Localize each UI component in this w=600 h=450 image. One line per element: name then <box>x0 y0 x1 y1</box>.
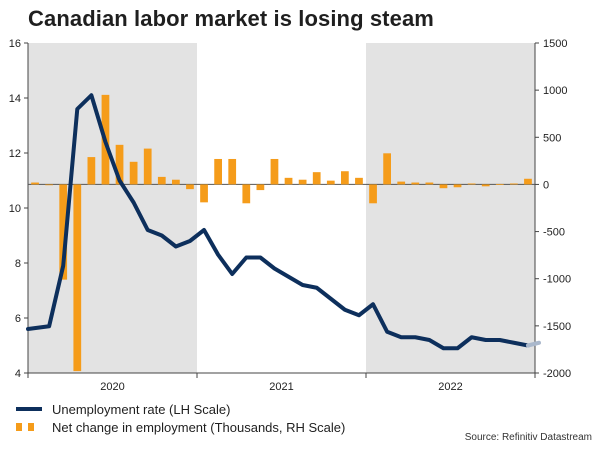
legend-label-employment: Net change in employment (Thousands, RH … <box>52 419 346 435</box>
shade-2022 <box>366 43 535 373</box>
employment-bar <box>115 144 124 185</box>
left-tick-label: 6 <box>15 313 21 325</box>
right-tick-label: 1500 <box>543 38 567 50</box>
shaded-periods <box>28 43 535 373</box>
left-tick-label: 8 <box>15 258 21 270</box>
right-tick-label: -2000 <box>543 368 571 380</box>
legend-item-unemployment: Unemployment rate (LH Scale) <box>16 400 345 418</box>
left-tick-label: 12 <box>9 148 21 160</box>
chart-title: Canadian labor market is losing steam <box>28 6 434 31</box>
unemployment-line <box>26 93 541 351</box>
employment-bar <box>510 183 518 185</box>
left-tick-label: 4 <box>15 368 21 380</box>
employment-bar <box>87 157 96 185</box>
employment-bars <box>31 94 532 372</box>
left-tick-label: 10 <box>9 203 21 215</box>
tick-labels: 4 6 8 10 12 14 16 -2000 -1500 -1000 -500 0 500 1000 15… <box>9 38 571 393</box>
employment-bar <box>129 161 138 185</box>
x-tick-label-2022: 2022 <box>438 381 462 393</box>
employment-bar <box>467 183 476 185</box>
legend-item-employment: Net change in employment (Thousands, RH … <box>16 418 345 436</box>
employment-bar <box>355 177 363 185</box>
shade-2020 <box>28 43 197 373</box>
employment-bar <box>425 182 434 185</box>
employment-bar <box>326 180 335 185</box>
right-tick-label: -500 <box>543 227 565 239</box>
employment-bar <box>157 176 166 185</box>
employment-bar <box>369 184 377 204</box>
source-note: Source: Refinitiv Datastream <box>464 432 592 443</box>
employment-bar <box>453 184 462 188</box>
employment-bar <box>186 184 194 190</box>
legend-line-swatch <box>16 407 42 411</box>
employment-bar <box>495 183 504 185</box>
employment-bar <box>228 158 237 185</box>
unemployment-rate-projection <box>525 340 541 348</box>
employment-bar <box>214 158 222 185</box>
legend: Unemployment rate (LH Scale) Net change … <box>16 400 345 436</box>
axes <box>24 42 539 378</box>
legend-bars-swatch <box>16 423 42 431</box>
employment-bar <box>31 182 39 185</box>
employment-bar <box>284 177 293 185</box>
employment-bar <box>397 181 406 185</box>
employment-bar <box>172 179 180 185</box>
employment-bar <box>73 184 82 372</box>
employment-bar <box>143 148 152 185</box>
right-tick-label: -1000 <box>543 274 571 286</box>
employment-bar <box>45 184 53 186</box>
unemployment-rate-line <box>26 93 530 351</box>
chart: 4 6 8 10 12 14 16 -2000 -1500 -1000 -500 0 500 1000 15… <box>9 38 571 393</box>
employment-bar <box>312 172 321 185</box>
employment-bar <box>59 184 68 280</box>
right-tick-label: 500 <box>543 132 561 144</box>
employment-bar <box>383 153 391 185</box>
employment-bar <box>481 184 490 187</box>
employment-bar <box>200 184 208 203</box>
employment-bar <box>524 178 532 185</box>
left-tick-label: 16 <box>9 38 21 50</box>
x-tick-label-2021: 2021 <box>269 381 293 393</box>
right-tick-label: 1000 <box>543 85 567 97</box>
employment-bar <box>439 184 448 189</box>
employment-bar <box>298 179 307 185</box>
right-tick-label: 0 <box>543 179 549 191</box>
employment-bar <box>256 184 265 191</box>
x-tick-label-2020: 2020 <box>100 381 124 393</box>
left-tick-label: 14 <box>9 93 21 105</box>
legend-label-unemployment: Unemployment rate (LH Scale) <box>52 401 231 417</box>
employment-bar <box>242 184 251 204</box>
employment-bar <box>411 182 420 185</box>
employment-bar <box>341 171 349 185</box>
employment-bar <box>270 158 279 185</box>
right-tick-label: -1500 <box>543 321 571 333</box>
